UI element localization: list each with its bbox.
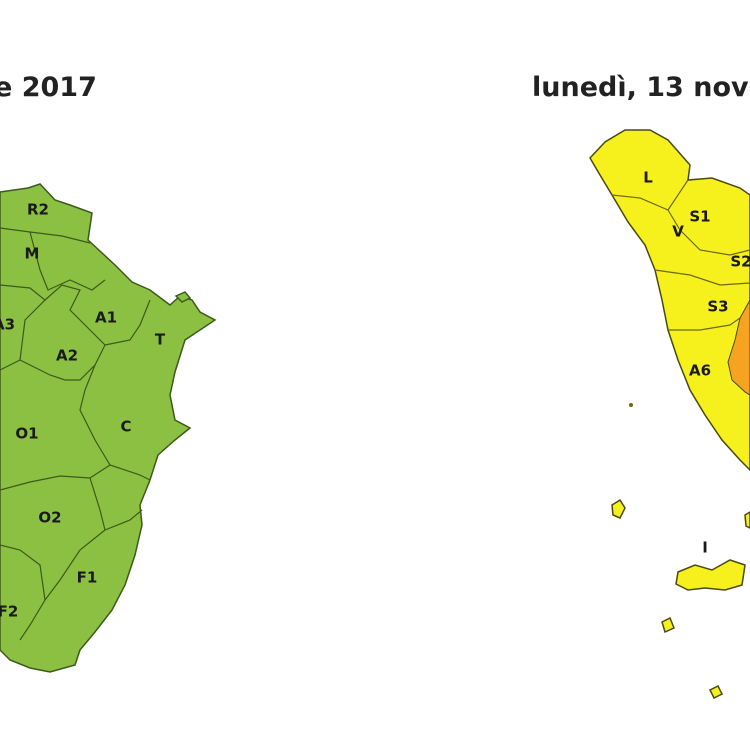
region-orange (727, 298, 750, 396)
zone-label: O2 (38, 509, 61, 527)
map-title: e 2017 (0, 72, 97, 103)
zone-label: A3 (0, 316, 15, 334)
zone-label: S3 (707, 298, 728, 316)
zone-label: R2 (27, 201, 49, 219)
islet (611, 498, 626, 519)
zone-label: A2 (56, 347, 78, 365)
zone-label: I (702, 539, 708, 557)
map-title: lunedì, 13 nov (532, 72, 749, 103)
zone-label: F1 (77, 569, 98, 587)
zone-label: S2 (730, 253, 750, 271)
zone-label: F2 (0, 603, 18, 621)
zone-label: L (643, 169, 653, 187)
zone-border (79, 364, 151, 481)
left-map: e 2017 (0, 72, 217, 673)
region-green (0, 183, 217, 673)
zone-border (0, 227, 91, 244)
islet (708, 684, 724, 700)
right-map: lunedì, 13 nov (532, 72, 750, 700)
zone-border (611, 179, 689, 211)
islet (744, 511, 750, 529)
islet (174, 291, 192, 303)
region-yellow (589, 129, 750, 472)
zone-border (0, 284, 46, 371)
zone-label: C (120, 418, 131, 436)
islet (629, 403, 633, 407)
zone-border (0, 544, 46, 641)
zone-label: M (25, 245, 40, 263)
zone-label: V (672, 223, 684, 241)
zone-label: A1 (95, 309, 117, 327)
island-elba (675, 559, 746, 591)
zone-border (654, 269, 750, 286)
zone-label: A6 (689, 362, 711, 380)
zone-border (44, 529, 106, 601)
zone-border (29, 231, 106, 291)
zone-label: T (155, 331, 166, 349)
islet (661, 616, 675, 634)
zone-border (668, 317, 741, 331)
zone-border (104, 299, 151, 346)
zone-border (667, 209, 750, 256)
zone-label: S1 (689, 208, 710, 226)
zone-label: O1 (15, 425, 38, 443)
zone-border (0, 464, 111, 491)
